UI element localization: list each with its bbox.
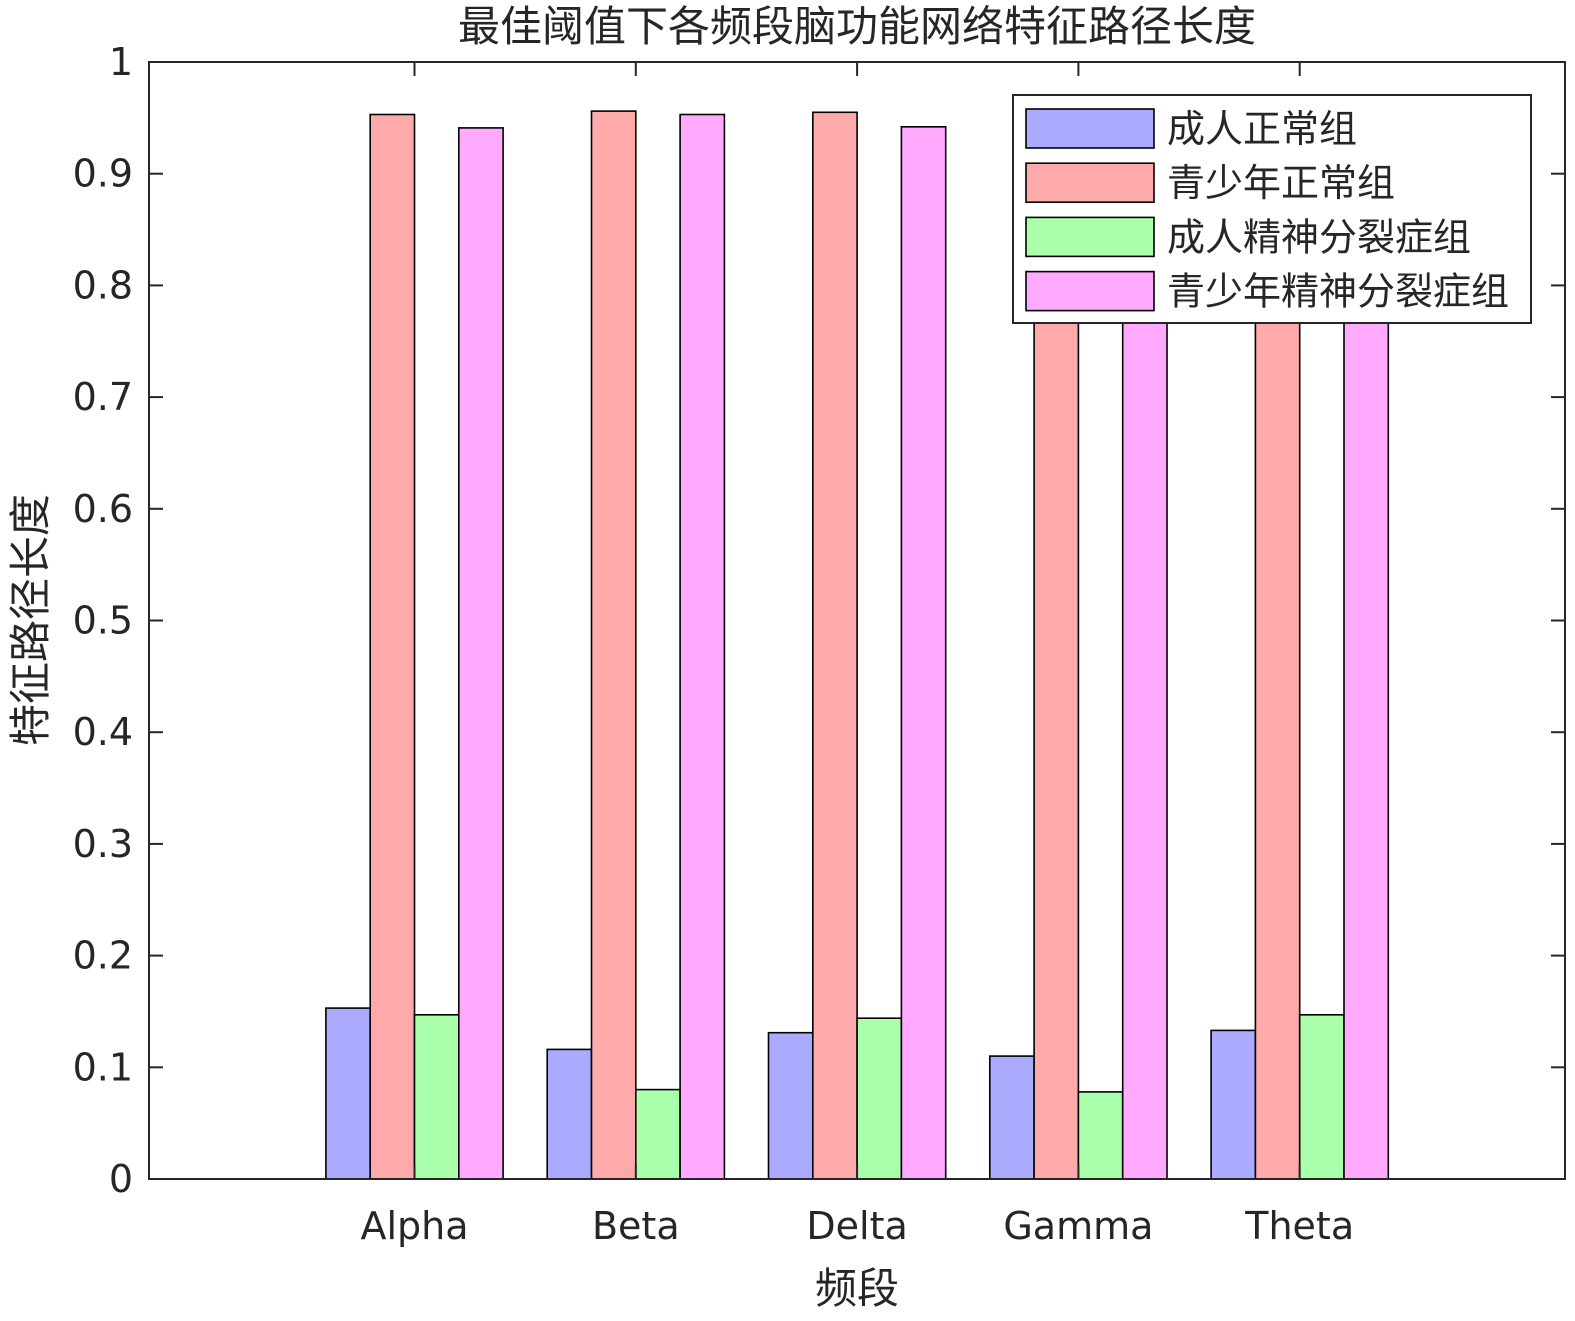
y-tick-label: 0.4 (73, 710, 133, 754)
legend-label: 青少年精神分裂症组 (1167, 270, 1509, 314)
y-tick-label: 0.9 (73, 152, 133, 196)
y-tick-label: 1 (109, 40, 133, 84)
bar-theta-series-1 (1210, 1029, 1257, 1180)
y-tick-label: 0.5 (73, 599, 133, 643)
y-tick-label: 0 (109, 1157, 133, 1201)
legend-swatch (1025, 216, 1155, 258)
legend-swatch (1025, 270, 1155, 312)
legend-label: 成人正常组 (1167, 107, 1357, 151)
bar-beta-series-2 (590, 110, 637, 1180)
y-tick-label: 0.1 (73, 1045, 133, 1089)
bar-beta-series-3 (634, 1088, 681, 1180)
legend-label: 成人精神分裂症组 (1167, 215, 1471, 259)
legend-label: 青少年正常组 (1167, 161, 1395, 205)
bar-gamma-series-3 (1077, 1091, 1124, 1180)
bar-beta-series-4 (679, 113, 726, 1180)
bar-alpha-series-3 (413, 1013, 460, 1180)
y-axis-label: 特征路径长度 (6, 494, 55, 746)
y-tick-label: 0.2 (73, 934, 133, 978)
x-axis-label: 频段 (815, 1264, 899, 1313)
y-tick-label: 0.7 (73, 375, 133, 419)
axes-layer: 0 0.1 0.2 0.3 0.4 0.5 0.6 0.7 0.8 0.9 1 Alpha Beta De… (73, 40, 1566, 1248)
bar-delta-series-2 (811, 111, 858, 1180)
bar-alpha-series-1 (325, 1007, 371, 1180)
x-tick-label: Delta (806, 1204, 907, 1248)
bar-alpha-series-2 (369, 113, 416, 1180)
bar-delta-series-1 (767, 1031, 814, 1180)
y-tick-label: 0.6 (73, 487, 133, 531)
x-tick-label: Alpha (360, 1204, 468, 1248)
x-tick-label: Gamma (1003, 1204, 1153, 1248)
legend-swatch (1025, 108, 1155, 149)
x-tick-label: Theta (1244, 1204, 1354, 1248)
y-tick-label: 0.3 (73, 822, 133, 866)
chart-title: 最佳阈值下各频段脑功能网络特征路径长度 (458, 2, 1256, 51)
bar-delta-series-4 (900, 126, 947, 1180)
x-tick-label: Beta (592, 1204, 680, 1248)
bar-theta-series-3 (1298, 1013, 1345, 1180)
bar-alpha-series-4 (457, 127, 504, 1180)
bar-gamma-series-1 (988, 1055, 1035, 1180)
bar-beta-series-1 (546, 1048, 593, 1180)
y-tick-label: 0.8 (73, 263, 133, 307)
legend-swatch (1025, 162, 1155, 203)
bar-delta-series-3 (856, 1017, 903, 1180)
